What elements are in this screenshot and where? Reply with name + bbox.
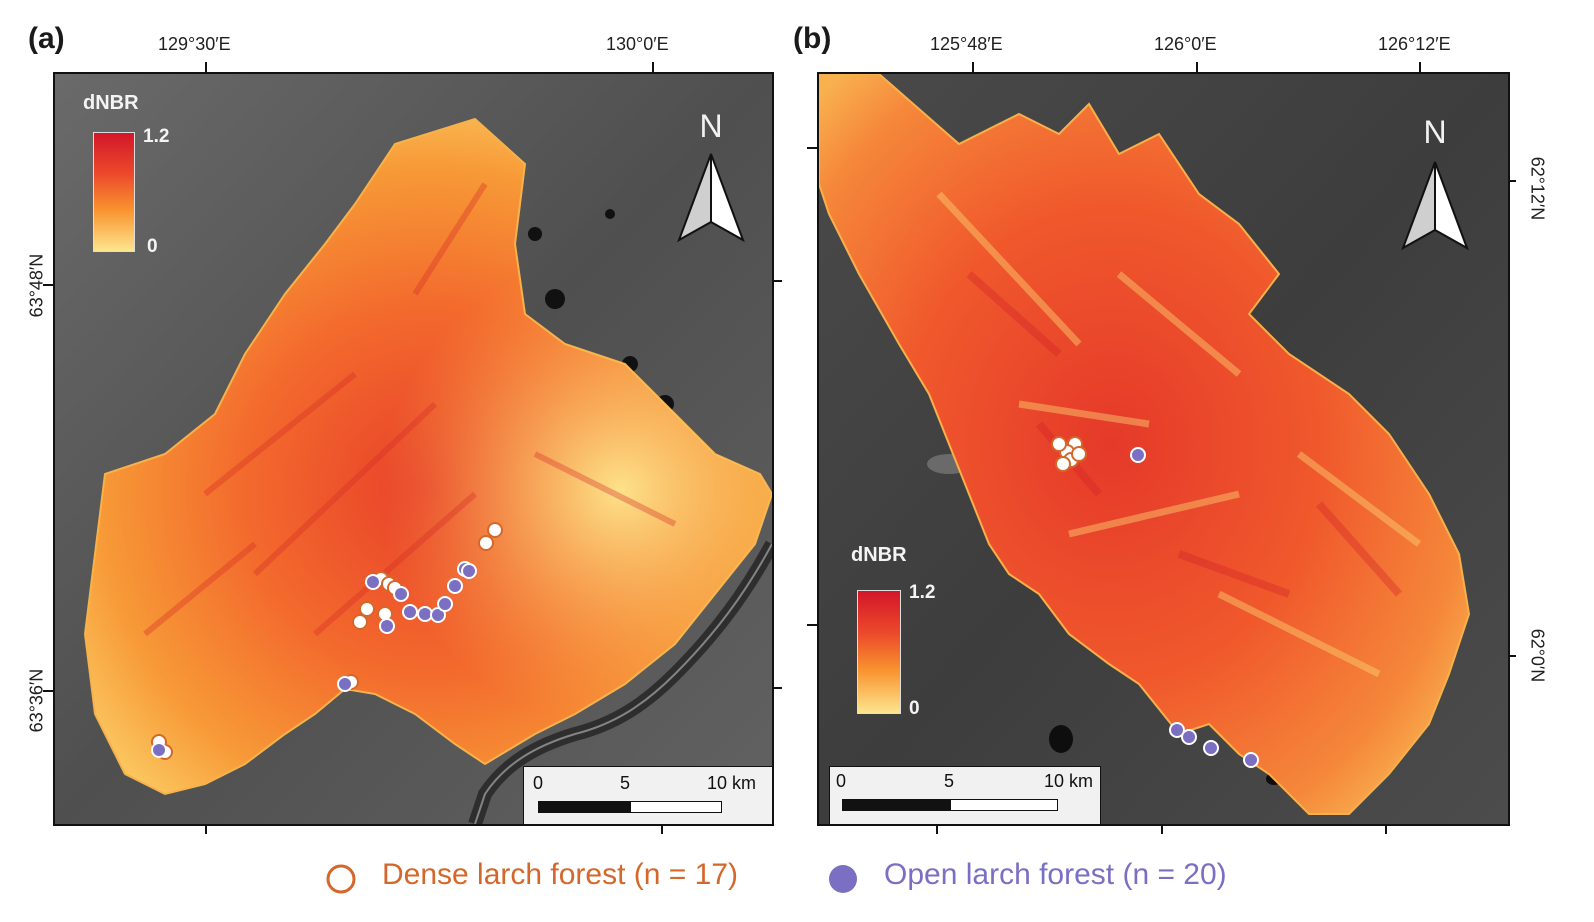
dnbr-legend-title-a: dNBR [83,92,139,114]
lat-label-a-2: 63°36′N [26,668,47,733]
scale-white-b [950,799,1058,811]
scale-white-a [630,801,722,813]
lake-a-2 [545,289,565,309]
open-marker-icon [829,865,857,893]
scale-10-b: 10 km [1044,771,1094,791]
tick-left-b-2 [807,624,817,626]
river-a-bank [474,543,772,824]
panel-label-b: (b) [793,22,832,55]
scale-10-a: 10 km [707,773,757,793]
panel-label-a: (a) [28,22,65,55]
open-points-a [151,561,477,758]
sample-points-a [151,522,503,760]
lake-a-5 [605,209,615,219]
map-a-graphic [55,74,772,824]
lat-label-b-1: 62°12′N [1527,156,1548,221]
lon-label-a-1: 129°30′E [158,34,231,54]
tick-right-b-1 [1506,180,1516,182]
tick-bot-a-1 [205,824,207,834]
lon-label-a-2: 130°0′E [606,34,669,54]
tick-top-a-1 [205,62,207,72]
dense-points-a [151,522,503,760]
burn-texture-a [143,182,677,637]
dnbr-min-b: 0 [909,698,920,719]
tick-top-a-2 [652,62,654,72]
dnbr-min-a: 0 [147,236,158,257]
scale-black-a [538,801,630,813]
tick-right-a-1 [772,280,782,282]
scale-bar-a: 0 5 10 km [523,766,772,824]
lake-b-1 [1049,725,1073,753]
map-b-graphic [819,74,1508,824]
tick-left-a-2 [43,690,53,692]
scale-5-a: 5 [620,773,631,793]
scale-bar-b: 0 5 10 km [829,766,1101,824]
tick-bot-b-3 [1385,824,1387,834]
legend-dense-label: Dense larch forest (n = 17) [382,858,739,891]
scale-5-b: 5 [944,771,955,791]
burn-area-b [819,74,1471,815]
scale-0-a: 0 [533,773,544,793]
tick-left-a-1 [43,284,53,286]
open-points-b [1130,447,1259,768]
map-panel-b: N dNBR 1.2 0 0 5 10 km [817,72,1510,826]
north-label-b: N [1423,114,1447,150]
lake-a-1 [528,227,542,241]
tick-bot-b-1 [936,824,938,834]
dnbr-color-ramp-a [93,132,135,252]
dense-points-b [1051,436,1087,472]
north-arrow-icon-b [1401,161,1469,251]
lon-label-b-1: 125°48′E [930,34,1003,54]
dnbr-legend-title-b: dNBR [851,544,907,566]
north-arrow-icon-a [677,153,745,243]
sample-points-b [1051,436,1259,768]
burn-area-a-low [85,119,772,794]
lat-label-b-2: 62°0′N [1527,628,1548,683]
dnbr-max-a: 1.2 [143,126,170,147]
tick-bot-b-2 [1161,824,1163,834]
north-label-a: N [699,108,723,144]
tick-top-b-1 [972,62,974,72]
lon-label-b-3: 126°12′E [1378,34,1451,54]
tick-top-b-2 [1196,62,1198,72]
tick-right-b-2 [1506,655,1516,657]
scale-0-b: 0 [836,771,847,791]
dense-marker-icon [326,864,356,894]
dnbr-max-b: 1.2 [909,582,936,603]
dnbr-color-ramp-b [857,590,901,714]
tick-top-b-3 [1419,62,1421,72]
tick-left-b-1 [807,147,817,149]
tick-bot-a-2 [661,824,663,834]
burn-texture-b-light [936,191,1422,678]
map-panel-a: dNBR 1.2 0 N 0 5 10 km [53,72,774,826]
legend-open-label: Open larch forest (n = 20) [884,858,1227,891]
lon-label-b-2: 126°0′E [1154,34,1217,54]
tick-right-a-2 [772,687,782,689]
scale-black-b [842,799,950,811]
